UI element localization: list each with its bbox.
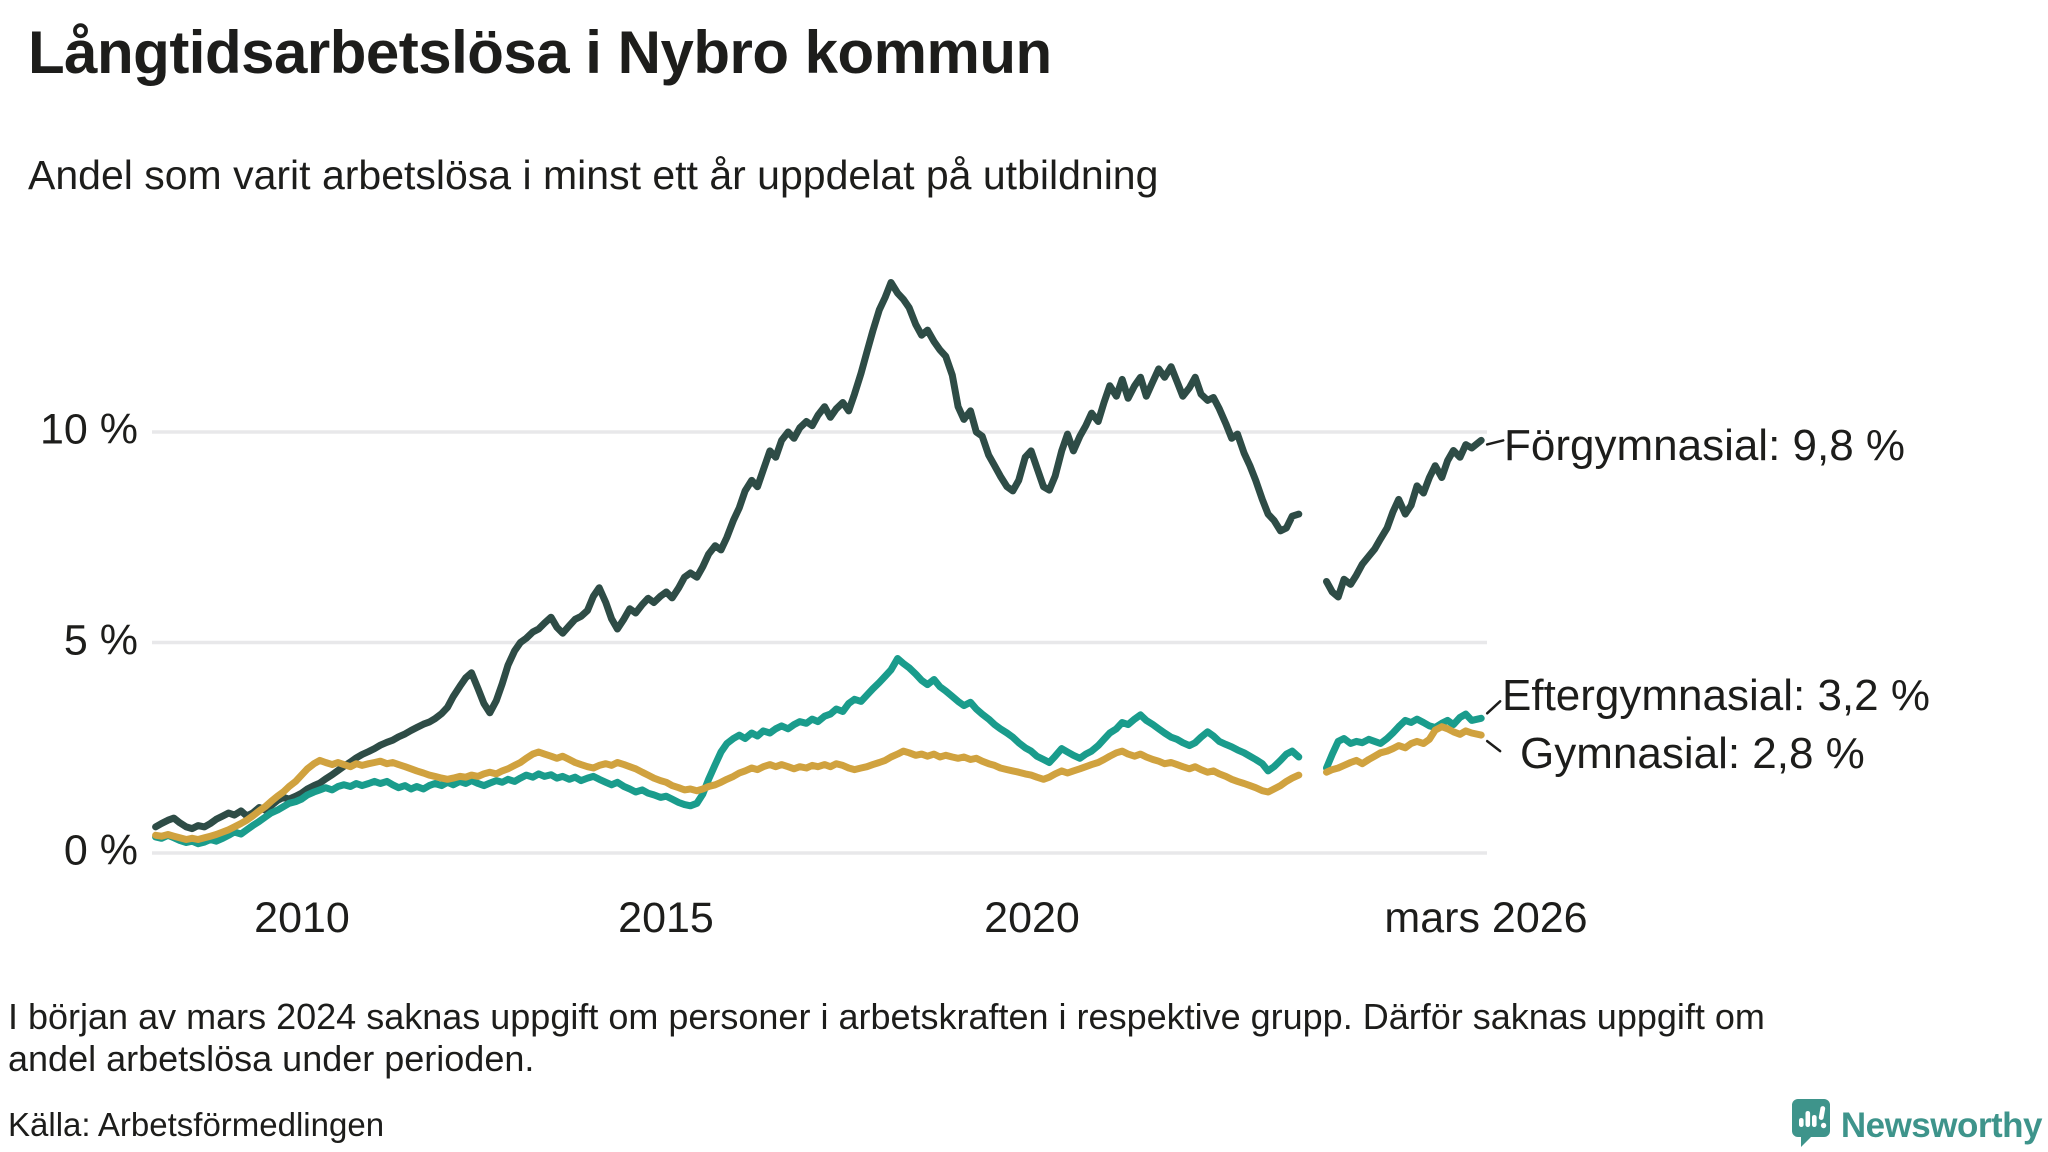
series-label-forgymnasial: Förgymnasial: 9,8 % [1504, 421, 1906, 470]
series-line-förgymnasial [152, 279, 1303, 833]
series-line-eftergymnasial [1323, 710, 1485, 772]
newsworthy-logo-icon [1791, 1098, 1831, 1152]
x-axis-tick-2020: 2020 [984, 894, 1080, 942]
leader-line-eftergymnasial [1485, 700, 1502, 715]
footnote-line-1: I början av mars 2024 saknas uppgift om … [8, 996, 1765, 1037]
leader-line-gymnasial [1485, 739, 1502, 753]
y-axis-tick-0pct: 0 % [63, 826, 138, 875]
series-label-gymnasial: Gymnasial: 2,8 % [1520, 729, 1865, 778]
series-line-eftergymnasial [152, 655, 1303, 848]
series-line-förgymnasial [1323, 436, 1485, 601]
leader-line-förgymnasial [1485, 439, 1505, 446]
chart-subtitle: Andel som varit arbetslösa i minst ett å… [28, 152, 1159, 198]
y-axis-tick-5pct: 5 % [63, 616, 138, 665]
series-label-eftergymnasial: Eftergymnasial: 3,2 % [1502, 671, 1930, 720]
y-axis-tick-10pct: 10 % [39, 405, 138, 454]
x-axis-tick-2010: 2010 [254, 894, 350, 942]
x-axis-tick-mars-2026: mars 2026 [1384, 894, 1588, 942]
newsworthy-wordmark: Newsworthy [1840, 1105, 2043, 1145]
source-credit: Källa: Arbetsförmedlingen [8, 1106, 385, 1143]
chart-title: Långtidsarbetslösa i Nybro kommun [28, 19, 1052, 86]
footnote-line-2: andel arbetslösa under perioden. [8, 1038, 535, 1079]
newsworthy-branding: Newsworthy [1791, 1098, 2043, 1152]
series-line-gymnasial [152, 747, 1303, 843]
footnote: I början av mars 2024 saknas uppgift om … [8, 996, 1765, 1080]
series-line-gymnasial [1323, 723, 1485, 776]
x-axis-tick-2015: 2015 [618, 894, 714, 942]
